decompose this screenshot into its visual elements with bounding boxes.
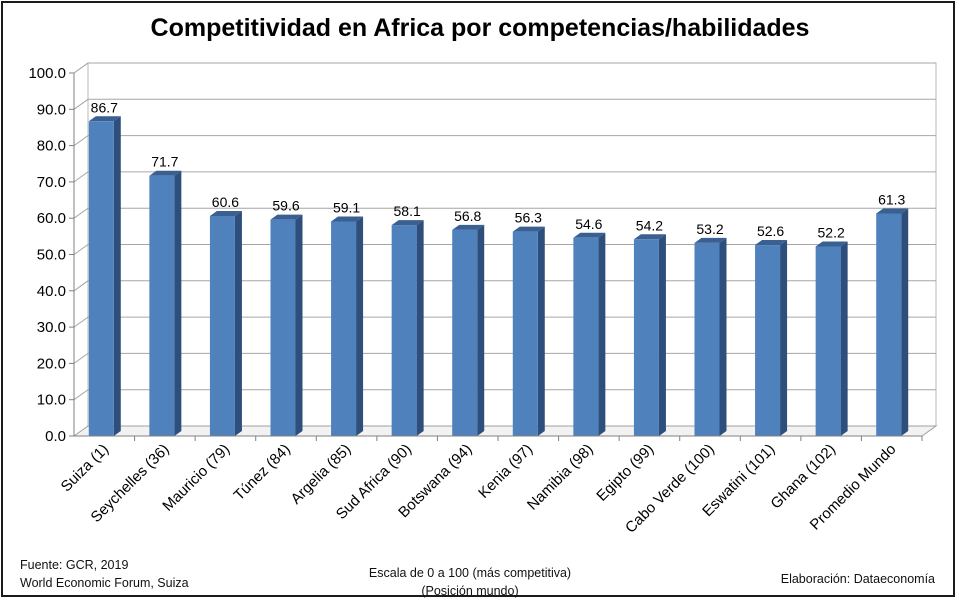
data-label: 58.1	[394, 203, 421, 219]
bar-top	[633, 234, 666, 240]
data-label: 59.6	[272, 198, 299, 214]
source-note: Fuente: GCR, 2019 World Economic Forum, …	[20, 556, 189, 592]
bar-top	[815, 241, 848, 247]
data-label: 71.7	[151, 154, 178, 170]
gridline	[73, 135, 936, 147]
data-label: 56.8	[454, 208, 481, 224]
bar	[270, 219, 296, 436]
source-line-2: World Economic Forum, Suiza	[20, 576, 189, 590]
credit-note: Elaboración: Dataeconomía	[780, 572, 935, 586]
bar-top	[88, 116, 121, 122]
bar-top	[331, 216, 364, 222]
bar-side	[901, 208, 909, 436]
bar-side	[113, 116, 121, 437]
bar	[512, 231, 538, 436]
scale-line-2: (Posición mundo)	[421, 584, 519, 598]
bar-side	[719, 237, 727, 436]
bar-top	[391, 220, 424, 226]
data-label: 52.6	[757, 223, 784, 239]
bar	[815, 246, 841, 436]
data-label: 60.6	[212, 194, 239, 210]
bar-side	[416, 220, 424, 436]
bar-side	[658, 234, 666, 436]
bar	[391, 225, 417, 436]
scale-note: Escala de 0 a 100 (más competitiva) (Pos…	[320, 564, 620, 600]
bar-side	[174, 170, 182, 436]
bar	[149, 175, 175, 436]
bar-side	[537, 226, 545, 436]
bar	[876, 213, 902, 436]
data-label: 59.1	[333, 199, 360, 215]
bar-side	[840, 241, 848, 436]
bar	[633, 239, 659, 436]
x-category-label: Suiza (1)	[58, 441, 112, 495]
bar-side	[598, 232, 606, 436]
bar-top	[270, 214, 303, 220]
y-tick-label: 20.0	[37, 355, 66, 372]
bar-top	[573, 232, 606, 238]
data-label: 54.2	[636, 217, 663, 233]
bar	[452, 229, 478, 436]
bar	[755, 245, 781, 436]
data-label: 61.3	[878, 191, 905, 207]
scale-line-1: Escala de 0 a 100 (más competitiva)	[368, 566, 572, 580]
y-tick-label: 80.0	[37, 138, 66, 155]
bar	[209, 216, 235, 436]
data-label: 86.7	[91, 99, 118, 115]
y-tick-label: 100.0	[28, 65, 66, 82]
y-tick-label: 10.0	[37, 392, 66, 409]
y-tick-label: 90.0	[37, 101, 66, 118]
y-tick-label: 0.0	[45, 428, 66, 445]
data-label: 52.2	[818, 225, 845, 241]
y-axis-top	[73, 62, 89, 74]
y-tick-label: 30.0	[37, 319, 66, 336]
data-label: 53.2	[696, 221, 723, 237]
bar-side	[234, 211, 242, 436]
y-tick-label: 60.0	[37, 210, 66, 227]
source-line-1: Fuente: GCR, 2019	[20, 558, 129, 572]
bar-top	[452, 224, 485, 230]
bar-side	[477, 224, 485, 436]
data-label: 54.6	[575, 216, 602, 232]
bar-side	[295, 214, 303, 436]
x-category-label: Kenia (97)	[475, 441, 536, 502]
bar-side	[780, 240, 788, 436]
bar-top	[209, 211, 242, 217]
bar	[573, 237, 599, 436]
bar	[88, 121, 114, 437]
gridline	[73, 207, 936, 219]
bar-side	[356, 216, 364, 436]
bar	[694, 242, 720, 436]
y-tick-label: 40.0	[37, 283, 66, 300]
gridline	[73, 98, 936, 110]
y-tick-label: 50.0	[37, 247, 66, 264]
bar	[331, 221, 357, 436]
gridline	[73, 171, 936, 183]
y-tick-label: 70.0	[37, 174, 66, 191]
x-category-label: Argelia (85)	[288, 441, 355, 508]
bar-top	[512, 226, 545, 232]
x-category-label: Egipto (99)	[593, 441, 657, 505]
bar-top	[149, 170, 182, 176]
data-label: 56.3	[515, 210, 542, 226]
bar-top	[755, 240, 788, 246]
x-category-label: Túnez (84)	[231, 441, 294, 504]
bar-top	[694, 237, 727, 243]
chart-title: Competitividad en Africa por competencia…	[150, 14, 810, 42]
bar-top	[876, 208, 909, 214]
floor	[72, 425, 938, 437]
